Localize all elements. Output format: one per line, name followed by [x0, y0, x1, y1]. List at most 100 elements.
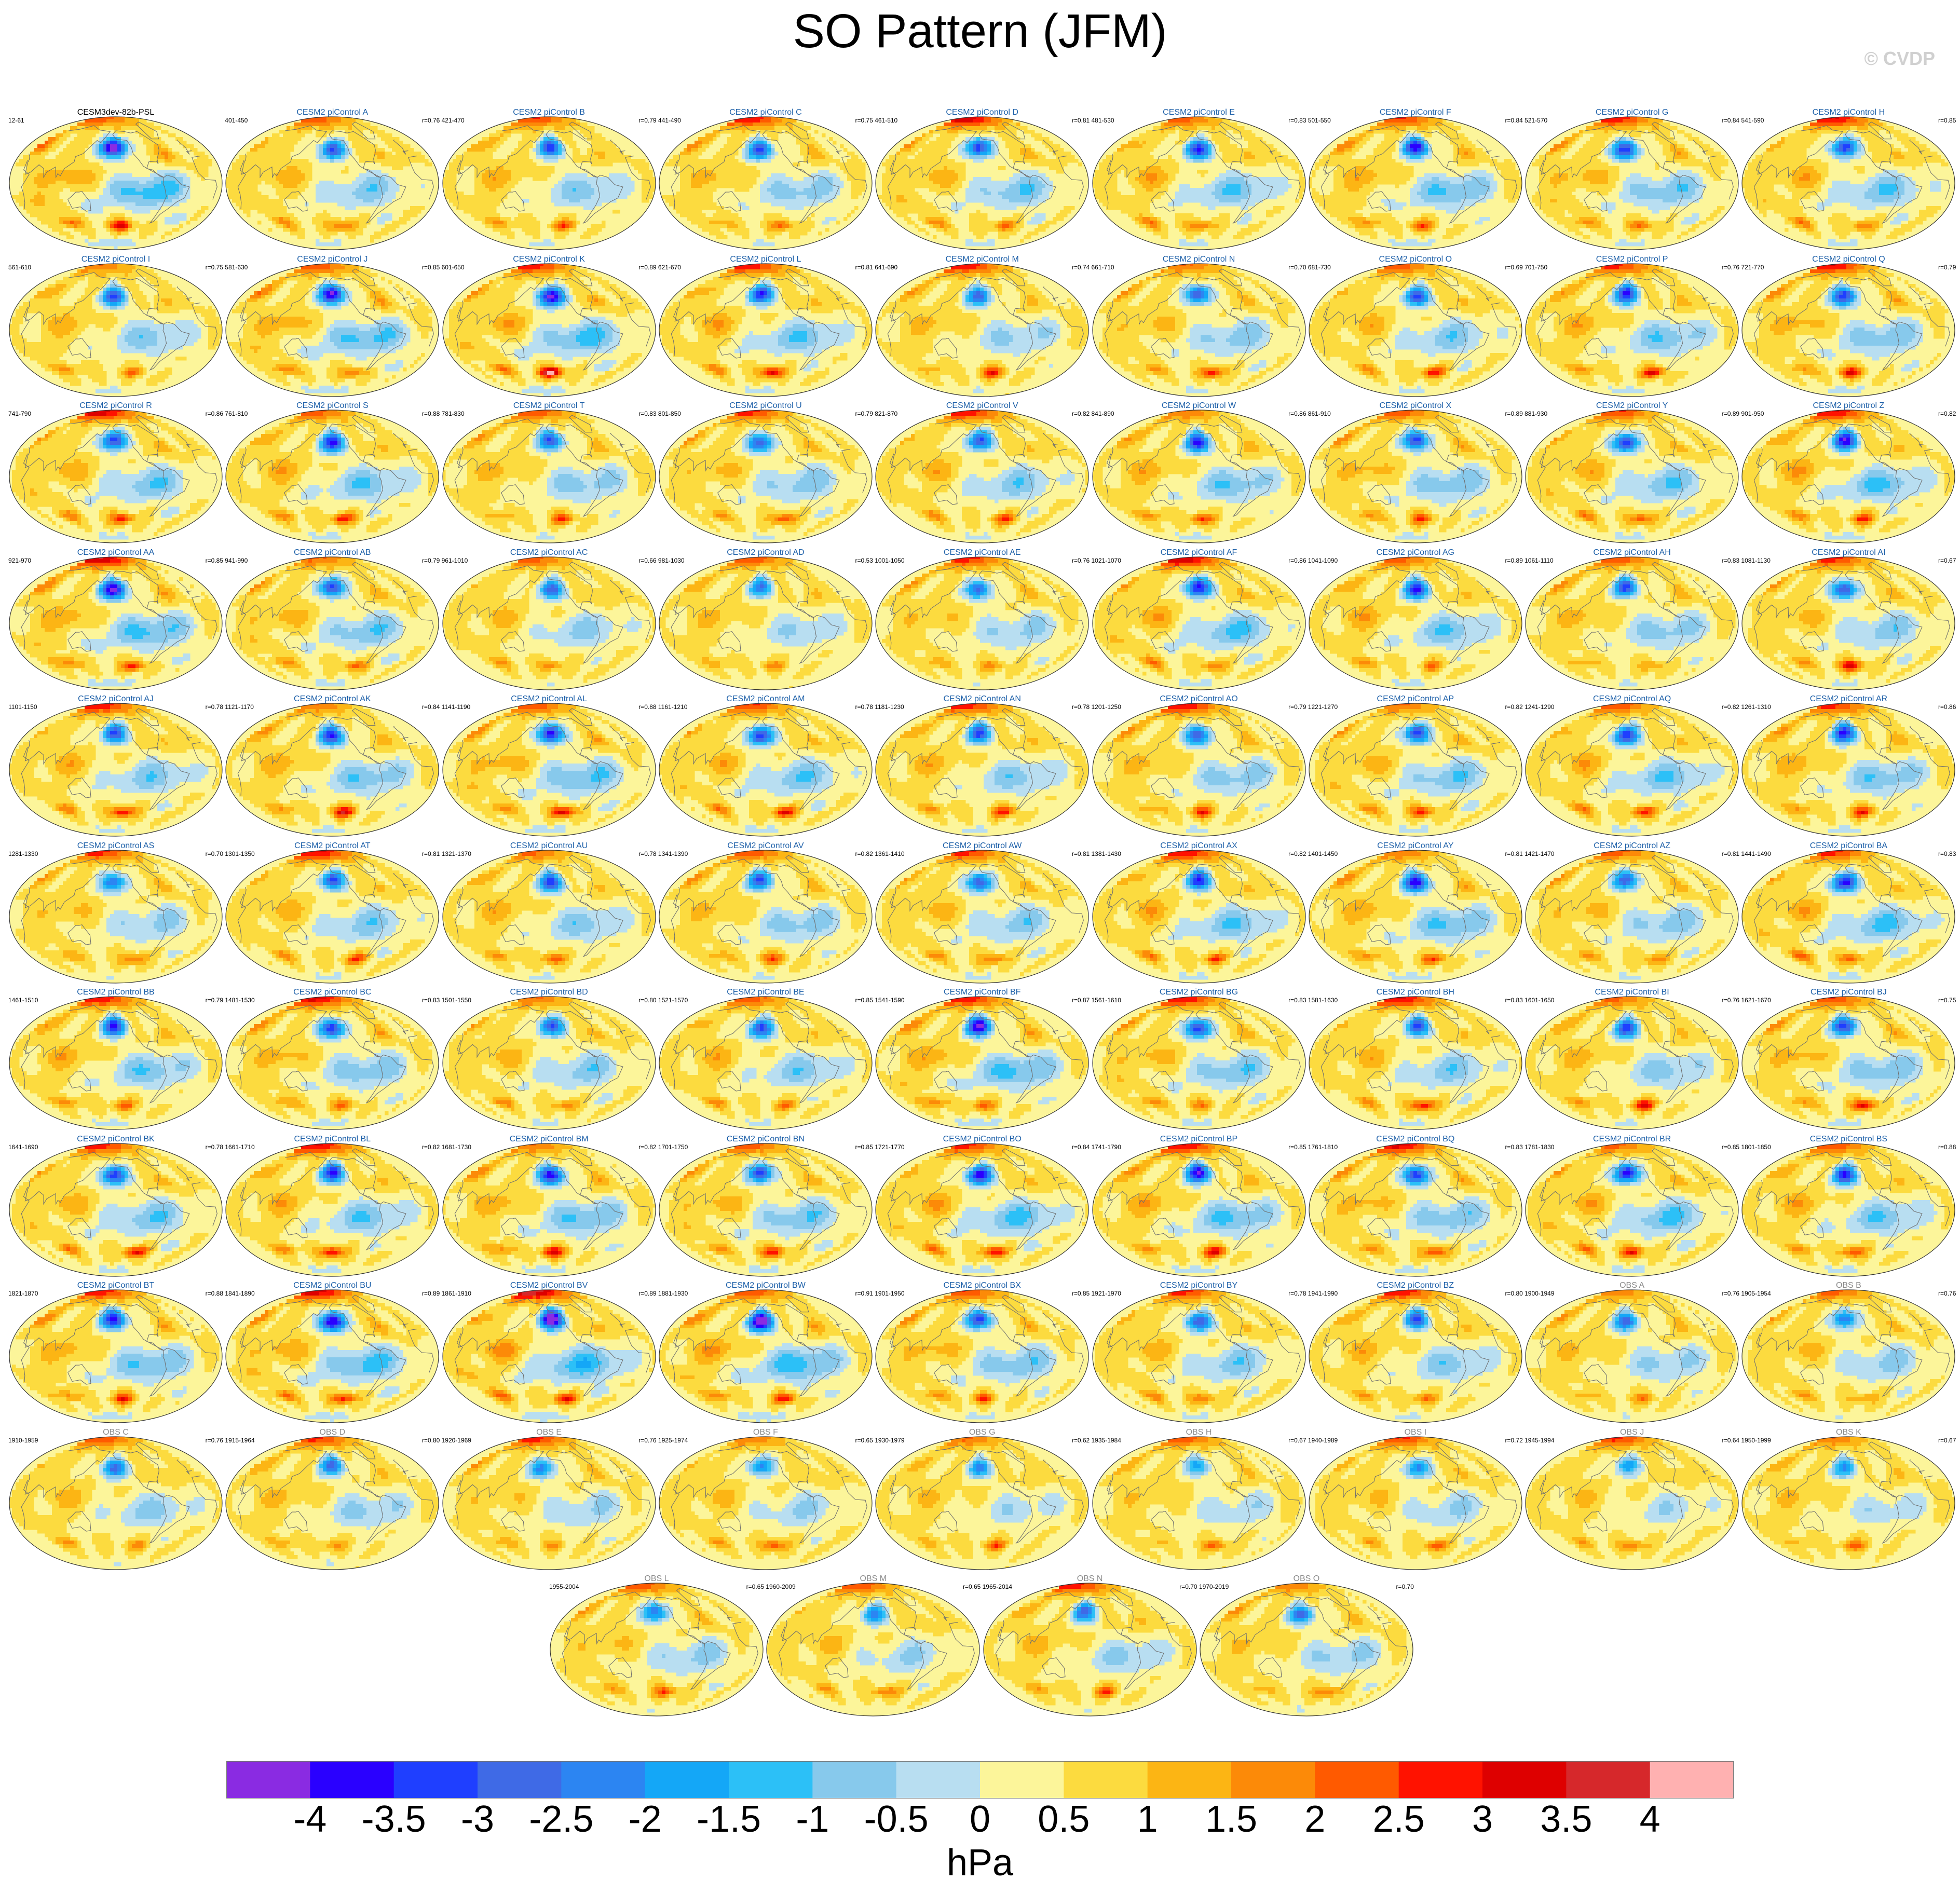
panel-correlation: r=0.83	[1288, 997, 1306, 1004]
colorbar-segment	[812, 1761, 896, 1798]
panel-years: 1950-1999	[1741, 1437, 1771, 1444]
panel-correlation: r=0.65	[746, 1583, 764, 1590]
map-panel: CESM2 piControl M 641-690 r=0.74	[874, 255, 1091, 399]
colorbar-segment	[645, 1761, 729, 1798]
panel-correlation: r=0.89	[638, 264, 656, 271]
colorbar-tick-label: -0.5	[864, 1801, 929, 1838]
panel-title: CESM2 piControl BI	[1523, 988, 1740, 997]
panel-title: CESM2 piControl AI	[1740, 548, 1957, 557]
map-panel: OBS I 1940-1989 r=0.72	[1307, 1428, 1524, 1572]
panel-correlation: r=0.89	[638, 1290, 656, 1297]
panel-years: 1621-1670	[1741, 997, 1771, 1004]
map-panel: CESM2 piControl AC 961-1010 r=0.66	[441, 548, 658, 692]
panel-years: 1441-1490	[1741, 850, 1771, 857]
sea-level-pressure-map	[658, 1288, 873, 1424]
panel-years: 1701-1750	[658, 1143, 688, 1151]
sea-level-pressure-map	[1741, 262, 1956, 398]
panel-title: CESM2 piControl BL	[224, 1135, 441, 1144]
map-panel: CESM2 piControl Q 721-770 r=0.79	[1740, 255, 1957, 399]
sea-level-pressure-map	[1741, 555, 1956, 691]
map-panel: OBS L 1955-2004 r=0.65	[548, 1574, 765, 1719]
panel-correlation: r=0.82	[1288, 850, 1306, 857]
panel-title: CESM2 piControl BV	[441, 1281, 658, 1290]
panel-years: 601-650	[442, 264, 465, 271]
map-panel: CESM2 piControl AR 1261-1310 r=0.86	[1740, 694, 1957, 839]
panel-correlation: r=0.89	[422, 1290, 440, 1297]
panel-years: 1915-1964	[225, 1437, 254, 1444]
sea-level-pressure-map	[225, 555, 440, 691]
sea-level-pressure-map	[225, 262, 440, 398]
map-panel: CESM2 piControl A 401-450 r=0.76	[224, 108, 441, 252]
panel-correlation: r=0.70	[1179, 1583, 1197, 1590]
panel-title: CESM2 piControl AH	[1523, 548, 1740, 557]
sea-level-pressure-map	[8, 408, 223, 544]
sea-level-pressure-map	[875, 408, 1090, 544]
map-panel: CESM2 piControl V 821-870 r=0.82	[874, 401, 1091, 546]
panel-correlation: r=0.53	[855, 557, 873, 564]
panel-title: CESM2 piControl D	[874, 108, 1091, 117]
sea-level-pressure-map	[1525, 849, 1739, 985]
panel-title: CESM2 piControl AX	[1091, 841, 1308, 851]
panel-correlation: r=0.81	[1722, 850, 1739, 857]
panel-correlation: r=0.65	[963, 1583, 981, 1590]
sea-level-pressure-map	[1308, 1288, 1523, 1424]
map-panel: CESM2 piControl BD 1501-1550 r=0.80	[441, 988, 658, 1132]
panel-title: CESM2 piControl BC	[224, 988, 441, 997]
panel-years: 1081-1130	[1741, 557, 1771, 564]
map-panel: CESM2 piControl W 841-890 r=0.86	[1091, 401, 1308, 546]
map-panel: OBS C 1910-1959 r=0.76	[7, 1428, 224, 1572]
map-panel: OBS J 1945-1994 r=0.64	[1523, 1428, 1740, 1572]
panel-years: 1965-2014	[983, 1583, 1012, 1590]
panel-years: 761-810	[225, 410, 248, 417]
panel-correlation: r=0.82	[1722, 703, 1739, 711]
panel-years: 821-870	[875, 410, 897, 417]
sea-level-pressure-map	[8, 262, 223, 398]
panel-years: 1900-1949	[1525, 1290, 1554, 1297]
map-panel: CESM2 piControl AJ 1101-1150 r=0.78	[7, 694, 224, 839]
panel-title: CESM2 piControl AS	[7, 841, 224, 851]
panel-title: CESM2 piControl AJ	[7, 694, 224, 704]
map-panel: OBS D 1915-1964 r=0.80	[224, 1428, 441, 1572]
panel-title: CESM2 piControl H	[1740, 108, 1957, 117]
panel-years: 1960-2009	[766, 1583, 795, 1590]
map-panel: CESM2 piControl AA 921-970 r=0.85	[7, 548, 224, 692]
colorbar-segment	[1231, 1761, 1315, 1798]
panel-title: OBS M	[765, 1574, 982, 1584]
sea-level-pressure-map	[8, 995, 223, 1131]
colorbar-tick-label: 2	[1304, 1801, 1325, 1838]
panel-years: 1681-1730	[442, 1143, 471, 1151]
panel-years: 1661-1710	[225, 1143, 254, 1151]
panel-title: CESM2 piControl AG	[1307, 548, 1524, 557]
panel-years: 1970-2019	[1199, 1583, 1229, 1590]
sea-level-pressure-map	[442, 995, 657, 1131]
panel-title: CESM2 piControl BT	[7, 1281, 224, 1290]
panel-years: 881-930	[1525, 410, 1547, 417]
panel-years: 401-450	[225, 117, 248, 124]
panel-title: OBS F	[657, 1428, 874, 1437]
panel-years: 781-830	[442, 410, 465, 417]
panel-correlation: r=0.75	[206, 264, 223, 271]
panel-title: CESM2 piControl BZ	[1307, 1281, 1524, 1290]
panel-title: CESM2 piControl J	[224, 255, 441, 264]
panel-years: 921-970	[8, 557, 31, 564]
panel-correlation: r=0.80	[422, 1437, 440, 1444]
map-panel: CESM2 piControl BI 1601-1650 r=0.76	[1523, 988, 1740, 1132]
panel-correlation: r=0.65	[855, 1437, 873, 1444]
panel-correlation: r=0.70	[1288, 264, 1306, 271]
panel-correlation: r=0.80	[638, 997, 656, 1004]
sea-level-pressure-map	[442, 555, 657, 691]
panel-title: CESM2 piControl W	[1091, 401, 1308, 411]
panel-correlation: r=0.76	[1072, 557, 1090, 564]
map-panel: CESM2 piControl AW 1361-1410 r=0.81	[874, 841, 1091, 986]
panel-title: CESM2 piControl S	[224, 401, 441, 411]
panel-title: CESM2 piControl BS	[1740, 1135, 1957, 1144]
sea-level-pressure-map	[658, 115, 873, 251]
sea-level-pressure-map	[442, 702, 657, 838]
panel-correlation: r=0.80	[1505, 1290, 1522, 1297]
sea-level-pressure-map	[225, 1435, 440, 1571]
sea-level-pressure-map	[1092, 1288, 1306, 1424]
sea-level-pressure-map	[8, 1288, 223, 1424]
map-panel: CESM2 piControl BF 1541-1590 r=0.87	[874, 988, 1091, 1132]
panel-correlation: r=0.83	[1938, 850, 1956, 857]
map-panel: CESM2 piControl F 501-550 r=0.84	[1307, 108, 1524, 252]
